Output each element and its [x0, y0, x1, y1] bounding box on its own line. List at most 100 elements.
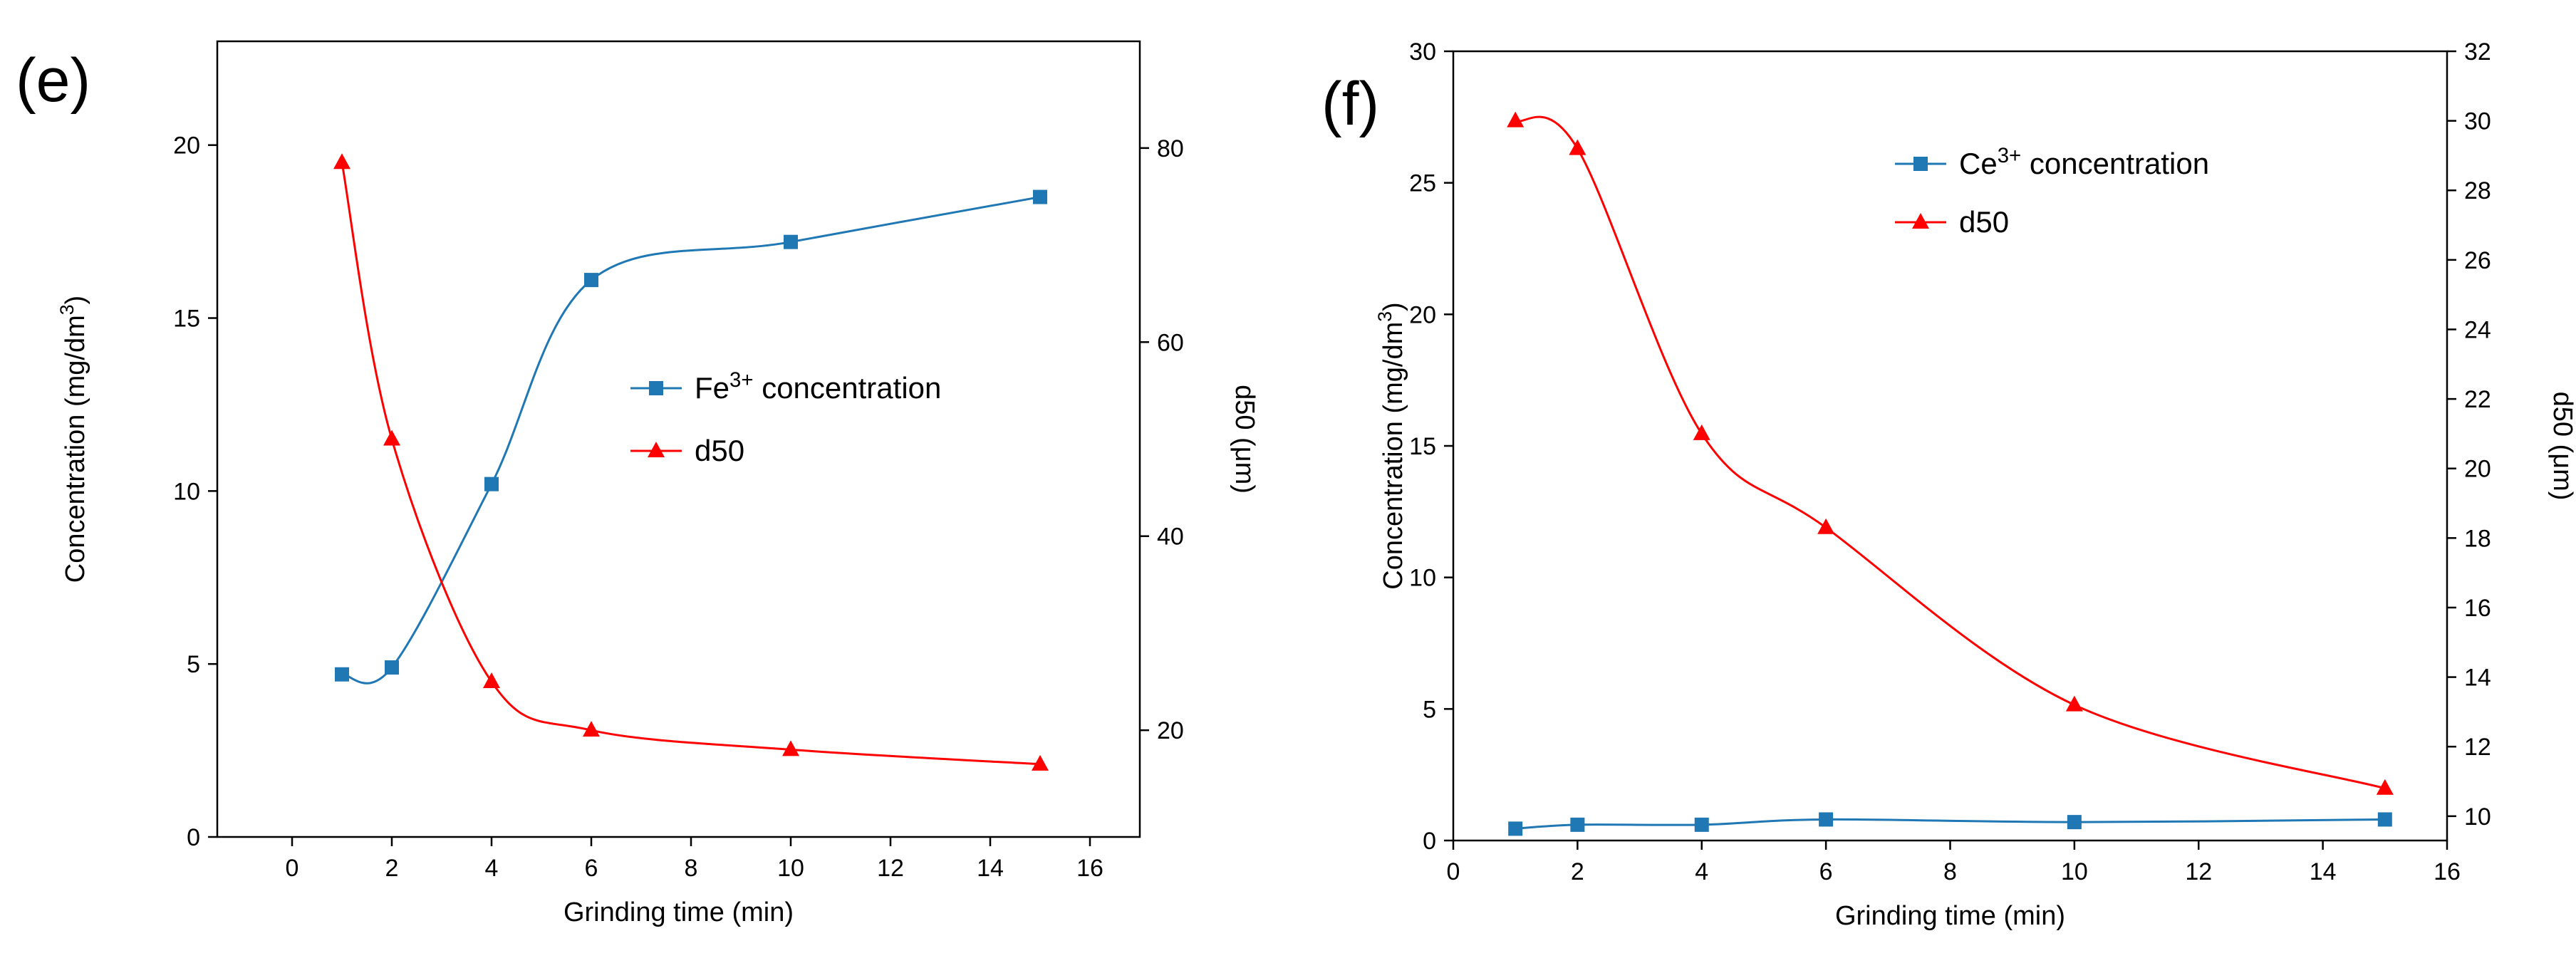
- data-point: [782, 740, 799, 756]
- y2-tick-label: 22: [2464, 386, 2491, 413]
- panel-label: (e): [16, 46, 90, 115]
- data-point: [1570, 817, 1585, 832]
- y2-tick-label: 24: [2464, 316, 2491, 343]
- y2-tick-label: 80: [1157, 135, 1184, 162]
- data-point: [2377, 812, 2392, 827]
- x-tick-label: 16: [1076, 855, 1103, 882]
- y2-tick-label: 40: [1157, 524, 1184, 551]
- x-tick-label: 6: [1819, 858, 1833, 885]
- x-tick-label: 16: [2434, 858, 2461, 885]
- chart-panel-e: (e) 0 2 4 6 8 10 12 14 16 0 5 10 15 20 20 40 60 80 Grinding…: [16, 40, 1260, 927]
- y-tick-label: 0: [187, 824, 200, 851]
- plot-frame: [216, 40, 1141, 838]
- series-concentration: [1508, 812, 2392, 836]
- x-axis-title: Grinding time (min): [564, 897, 794, 927]
- x-tick-label: 10: [777, 855, 804, 882]
- y-tick-label: 10: [1409, 565, 1436, 592]
- y-tick-label: 5: [1423, 696, 1436, 723]
- legend: Ce3+ concentration d50: [1895, 144, 2209, 239]
- y-tick-label: 20: [1409, 301, 1436, 328]
- x-tick-label: 4: [485, 855, 499, 882]
- x-tick-label: 0: [1447, 858, 1460, 885]
- x-tick-label: 4: [1695, 858, 1708, 885]
- legend-label: Ce3+ concentration: [1959, 144, 2209, 181]
- x-tick-label: 14: [2310, 858, 2337, 885]
- y-tick-label: 25: [1409, 170, 1436, 197]
- data-point: [1507, 111, 1525, 128]
- y-tick-label: 10: [173, 478, 200, 505]
- y-tick-label: 15: [1409, 433, 1436, 460]
- y2-tick-label: 32: [2464, 38, 2491, 66]
- x-tick-label: 2: [385, 855, 399, 882]
- series-concentration: [335, 189, 1047, 685]
- y2-tick-label: 12: [2464, 734, 2491, 761]
- data-point: [1508, 821, 1523, 836]
- data-point: [1569, 139, 1586, 155]
- y2-tick-label: 20: [2464, 456, 2491, 483]
- legend-marker: [1912, 213, 1929, 229]
- x-tick-label: 12: [877, 855, 904, 882]
- x-tick-label: 0: [286, 855, 299, 882]
- legend-label: d50: [1959, 205, 2009, 239]
- legend-label: d50: [695, 434, 744, 467]
- data-point: [2376, 779, 2394, 795]
- x-tick-label: 14: [977, 855, 1004, 882]
- data-point: [333, 153, 350, 170]
- panel-label: (f): [1321, 70, 1379, 138]
- data-point: [483, 672, 500, 689]
- legend-marker: [648, 442, 665, 457]
- series-line: [341, 162, 1041, 766]
- y-tick-label: 0: [1423, 828, 1436, 855]
- data-point: [2067, 815, 2082, 830]
- y-tick-label: 30: [1409, 38, 1436, 66]
- x-tick-label: 10: [2061, 858, 2088, 885]
- data-point: [385, 660, 399, 675]
- y2-tick-label: 30: [2464, 108, 2491, 135]
- x-tick-label: 12: [2185, 858, 2212, 885]
- y-tick-label: 20: [173, 132, 200, 160]
- data-point: [1693, 424, 1710, 440]
- y2-tick-label: 16: [2464, 595, 2491, 622]
- series-d50: [1507, 111, 2394, 795]
- plot-frame: [1452, 50, 2448, 842]
- x-tick-label: 2: [1571, 858, 1584, 885]
- series-line: [341, 196, 1041, 685]
- data-point: [1033, 189, 1047, 204]
- data-point: [784, 234, 798, 249]
- data-point: [583, 721, 600, 737]
- y2-tick-label: 26: [2464, 247, 2491, 274]
- y2-tick-label: 10: [2464, 803, 2491, 831]
- legend-marker: [649, 381, 663, 395]
- legend: Fe3+ concentration d50: [630, 368, 941, 467]
- chart-panel-f: (f)0 2 4 6 8 10 12 14 16051015202530101214161820…: [1321, 38, 2576, 931]
- data-point: [1817, 518, 1835, 534]
- series-d50: [333, 153, 1049, 771]
- y2-tick-label: 60: [1157, 329, 1184, 356]
- y2-tick-label: 20: [1157, 717, 1184, 744]
- data-point: [2065, 695, 2083, 712]
- y2-axis-title: d50 (μm): [2548, 392, 2576, 501]
- y2-axis-title: d50 (μm): [1230, 385, 1260, 494]
- data-point: [1694, 817, 1709, 832]
- x-axis-title: Grinding time (min): [1835, 901, 2065, 931]
- data-point: [383, 430, 400, 446]
- y2-tick-label: 14: [2464, 665, 2491, 692]
- data-point: [584, 273, 598, 288]
- y-tick-label: 5: [187, 651, 200, 678]
- series-line: [1515, 818, 2385, 830]
- y2-tick-label: 18: [2464, 525, 2491, 552]
- series-line: [1515, 115, 2386, 790]
- y-axis-title: Concentration (mg/dm3): [1374, 302, 1408, 589]
- data-point: [1819, 812, 1834, 827]
- data-point: [335, 667, 349, 682]
- data-point: [484, 477, 499, 491]
- y-tick-label: 15: [173, 306, 200, 333]
- x-tick-label: 8: [685, 855, 698, 882]
- y-axis-title: Concentration (mg/dm3): [56, 296, 90, 583]
- x-tick-label: 6: [585, 855, 598, 882]
- x-tick-label: 8: [1943, 858, 1957, 885]
- data-point: [1032, 754, 1049, 771]
- legend-label: Fe3+ concentration: [695, 368, 941, 405]
